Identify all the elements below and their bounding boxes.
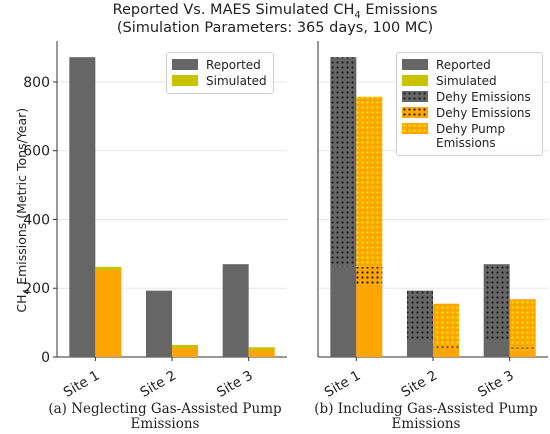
chart-subtitle: (Simulation Parameters: 365 days, 100 MC… xyxy=(116,20,434,36)
legend-item-reported: Reported xyxy=(402,58,536,72)
bar-simulated xyxy=(172,344,198,357)
bar-simulated-cap xyxy=(248,347,275,351)
bar-dehy-emissions-reported xyxy=(483,264,510,342)
bar-simulated-cap xyxy=(95,266,122,270)
bar-simulated xyxy=(433,347,459,357)
y-tick-label: 600 xyxy=(23,144,50,160)
bar-dehy-pump-emissions xyxy=(509,299,536,348)
legend-item-dehy-emissions-simulated: Dehy Emissions xyxy=(402,106,536,120)
bar-dehy-emissions-reported xyxy=(407,290,433,341)
x-tick-label: Site 1 xyxy=(322,368,364,401)
x-tick-label: Site 3 xyxy=(475,368,517,401)
bar-dehy-emissions-simulated xyxy=(356,266,383,285)
bar-reported xyxy=(330,266,357,357)
legend-item-reported: Reported xyxy=(172,58,267,72)
bar-reported xyxy=(222,264,249,357)
legend-panel-a: Reported Simulated xyxy=(166,52,274,94)
legend-label: Reported xyxy=(436,58,491,72)
legend-label: Dehy Emissions xyxy=(436,106,531,120)
caption-panel-a: (a) Neglecting Gas-Assisted Pump Emissio… xyxy=(48,401,282,432)
bar-simulated xyxy=(95,266,122,357)
y-tick-label: 200 xyxy=(23,281,50,297)
panel-a: 0 200 400 600 800 Site 1 Site 2 Site 3 xyxy=(23,41,287,401)
legend-item-dehy-emissions-reported: Dehy Emissions xyxy=(402,90,536,104)
bar-dehy-pump-emissions xyxy=(433,303,459,345)
x-tick-label: Site 3 xyxy=(214,368,256,401)
caption-panel-b: (b) Including Gas-Assisted Pump Emission… xyxy=(314,401,538,432)
y-tick-label: 0 xyxy=(41,350,50,366)
legend-label: Dehy Pump Emissions xyxy=(436,122,506,150)
bar-reported xyxy=(407,340,433,357)
legend-label: Reported xyxy=(206,58,261,72)
bar-simulated xyxy=(356,284,383,357)
legend-label: Dehy Emissions xyxy=(436,90,531,104)
bar-reported xyxy=(483,341,510,357)
legend-item-dehy-pump-emissions: Dehy Pump Emissions xyxy=(402,122,536,150)
bar-simulated-cap xyxy=(172,344,198,348)
chart-title: Reported Vs. MAES Simulated CH4 Emission… xyxy=(112,2,438,21)
bar-reported xyxy=(146,290,172,357)
legend-item-simulated: Simulated xyxy=(172,74,267,88)
legend-panel-b: Reported Simulated Dehy Emissions Dehy E… xyxy=(396,52,543,156)
x-tick-label: Site 1 xyxy=(61,368,103,401)
bar-dehy-pump-emissions xyxy=(356,96,383,267)
x-tick-label: Site 2 xyxy=(137,368,179,401)
bar-reported xyxy=(69,57,96,358)
bar-dehy-emissions-reported xyxy=(330,57,357,267)
legend-label: Simulated xyxy=(436,74,497,88)
bar-dehy-emissions-simulated xyxy=(433,344,459,348)
y-tick-label: 400 xyxy=(23,212,50,228)
legend-item-simulated: Simulated xyxy=(402,74,536,88)
bar-simulated xyxy=(248,347,275,357)
bar-dehy-emissions-simulated xyxy=(509,347,536,351)
x-tick-label: Site 2 xyxy=(398,368,440,401)
bar-simulated xyxy=(509,350,536,357)
y-tick-label: 800 xyxy=(23,75,50,91)
legend-label: Simulated xyxy=(206,74,267,88)
